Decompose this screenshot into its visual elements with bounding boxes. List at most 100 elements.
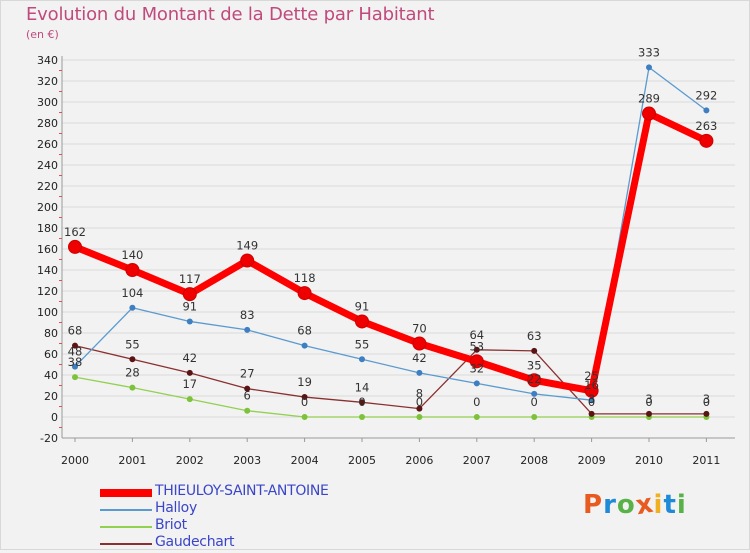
data-label: 83 — [240, 308, 255, 322]
series-line — [74, 376, 707, 418]
data-label: 42 — [182, 351, 197, 365]
data-point — [646, 64, 652, 71]
data-label: 35 — [527, 358, 542, 372]
legend-swatch — [100, 509, 152, 511]
y-tick-label: 180 — [37, 222, 58, 235]
data-label: 8 — [416, 387, 423, 401]
data-point — [469, 354, 484, 369]
data-label: 32 — [469, 361, 484, 375]
data-label: 117 — [179, 272, 201, 286]
data-label: 70 — [412, 322, 427, 336]
data-label: 91 — [355, 299, 370, 313]
data-point — [244, 326, 251, 333]
logo-letter: P — [583, 490, 604, 520]
data-label: 104 — [121, 286, 143, 300]
legend-swatch — [100, 543, 152, 545]
data-label: 0 — [473, 395, 480, 409]
y-tick-label: 220 — [37, 180, 58, 193]
data-label: 0 — [301, 395, 308, 409]
legend-swatch — [100, 489, 152, 497]
data-label: 19 — [297, 375, 312, 389]
y-tick-label: 200 — [37, 201, 58, 214]
series-gaudechart — [72, 342, 710, 417]
data-point — [129, 384, 136, 391]
data-label: 162 — [64, 225, 86, 239]
data-point — [355, 314, 369, 329]
data-point — [72, 374, 78, 381]
y-tick-label: 20 — [44, 390, 58, 403]
x-tick-label: 2003 — [233, 454, 261, 467]
data-label: 3 — [703, 392, 710, 406]
data-point — [642, 106, 656, 121]
y-tick-label: 120 — [37, 285, 58, 298]
legend-label: Halloy — [155, 500, 197, 516]
data-point — [416, 414, 423, 420]
data-label: 0 — [645, 395, 652, 409]
data-label: 53 — [469, 339, 484, 353]
data-label: 63 — [527, 329, 542, 343]
data-point — [412, 336, 427, 351]
chart-title: Evolution du Montant de la Dette par Hab… — [26, 4, 435, 25]
data-point — [584, 383, 599, 398]
data-point — [531, 414, 538, 420]
data-point — [588, 397, 595, 404]
data-label: 0 — [703, 395, 710, 409]
x-tick-label: 2001 — [118, 454, 146, 467]
data-label: 55 — [125, 337, 140, 351]
data-point — [527, 373, 542, 388]
x-tick-label: 2011 — [692, 454, 720, 467]
data-point — [244, 407, 251, 414]
series-line — [73, 110, 708, 395]
y-tick-label: 60 — [44, 348, 58, 361]
data-label: 27 — [240, 367, 255, 381]
data-label: 17 — [182, 377, 197, 391]
data-point — [129, 304, 136, 311]
logo-letter: i — [676, 490, 687, 520]
y-tick-label: 320 — [37, 75, 58, 88]
data-label: 263 — [695, 119, 717, 133]
data-point — [297, 286, 312, 301]
data-point — [646, 410, 652, 417]
series-thieuloy-saint-antoine — [68, 106, 714, 398]
logo-letter: t — [663, 490, 677, 520]
legend-label: THIEULOY-SAINT-ANTOINE — [155, 483, 329, 499]
data-label: 68 — [68, 324, 83, 338]
data-label: 25 — [584, 369, 599, 383]
x-tick-label: 2009 — [578, 454, 606, 467]
x-tick-label: 2002 — [176, 454, 204, 467]
data-point — [359, 399, 365, 406]
data-point — [359, 356, 365, 363]
data-label: 0 — [588, 395, 595, 409]
legend-label: Gaudechart — [155, 534, 235, 550]
data-point — [703, 410, 710, 417]
data-point — [703, 107, 710, 114]
data-label: 3 — [645, 392, 652, 406]
plot-area — [62, 56, 735, 438]
data-point — [240, 253, 255, 268]
data-point — [473, 380, 480, 387]
x-tick-label: 2007 — [463, 454, 491, 467]
data-point — [186, 396, 193, 403]
legend-label: Briot — [155, 517, 187, 533]
data-point — [301, 342, 308, 349]
data-point — [72, 363, 78, 370]
data-point — [359, 414, 365, 420]
data-point — [531, 347, 538, 354]
y-tick-label: 40 — [44, 369, 58, 382]
data-point — [182, 287, 197, 302]
x-tick-label: 2005 — [348, 454, 376, 467]
data-label: 289 — [638, 92, 660, 106]
x-tick-label: 2010 — [635, 454, 663, 467]
proxiti-logo: Proxiti — [583, 489, 687, 522]
x-tick-label: 2004 — [291, 454, 319, 467]
data-point — [531, 390, 538, 397]
logo-letter: i — [653, 490, 664, 520]
data-point — [125, 263, 140, 277]
data-point — [416, 369, 423, 376]
data-label: 42 — [412, 351, 427, 365]
y-tick-label: 140 — [37, 264, 58, 277]
y-tick-label: 160 — [37, 243, 58, 256]
y-tick-label: 340 — [37, 54, 58, 67]
y-tick-label: 0 — [51, 411, 58, 424]
data-label: 6 — [244, 389, 251, 403]
